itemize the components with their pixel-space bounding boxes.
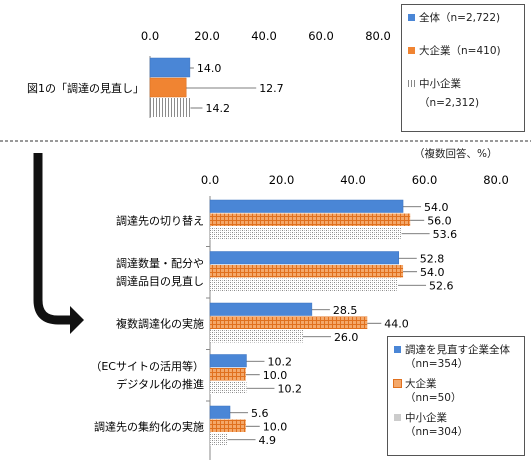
data-label: 12.7 [259, 82, 284, 95]
legend-label: 大企業 [405, 378, 437, 390]
data-label: 4.9 [259, 434, 277, 447]
legend-swatch-stripes [408, 80, 415, 87]
x-tick-label: 20.0 [194, 29, 220, 43]
legend-label: 大企業（n=410) [419, 45, 501, 57]
legend-sublabel: （nn=354） [405, 358, 469, 370]
category-label: デジタル化の推進 [116, 377, 204, 391]
legend-sublabel: （nn=50） [405, 392, 462, 404]
legend-item-large: 大企業 [393, 377, 518, 391]
bottom-legend: 調達を見直す企業全体 （nn=354） 大企業 （nn=50） 中小企業 （nn… [387, 336, 525, 456]
category-label: 調達先の切り替え [116, 213, 204, 227]
bar [210, 278, 399, 291]
data-label: 5.6 [251, 407, 269, 420]
x-tick-label: 60.0 [308, 29, 334, 43]
data-label: 52.8 [420, 252, 445, 265]
category-label: 調達数量・配分や [116, 256, 204, 270]
category-label: 調達先の集約化の実施 [94, 419, 204, 433]
data-label: 54.0 [424, 201, 449, 214]
bar [210, 368, 246, 381]
data-label: 14.2 [205, 102, 230, 115]
data-label: 10.0 [263, 369, 288, 382]
top-legend: 全体（n=2,722) 大企業（n=410) 中小企業 （n=2,312) [401, 4, 525, 132]
data-label: 10.0 [263, 420, 288, 433]
bar [209, 405, 231, 419]
x-tick-label: 80.0 [483, 173, 509, 187]
bar [210, 316, 368, 329]
bar [209, 302, 313, 316]
bar [209, 354, 247, 368]
x-tick-label: 0.0 [201, 173, 219, 187]
legend-label: 中小企業 [405, 412, 447, 424]
data-label: 10.2 [267, 355, 292, 368]
data-label: 28.5 [333, 304, 358, 317]
legend-label: 全体（n=2,722) [419, 12, 501, 24]
x-tick-label: 20.0 [269, 173, 295, 187]
bar [210, 227, 402, 240]
legend-swatch-solid [408, 47, 415, 54]
bar [209, 199, 404, 213]
category-label: 調達品目の見直し [116, 274, 204, 288]
legend-swatch-dots [394, 414, 401, 421]
flow-arrow-head [70, 306, 84, 334]
bar [210, 265, 404, 278]
data-label: 56.0 [427, 214, 452, 227]
x-tick-label: 60.0 [412, 173, 438, 187]
legend-swatch-solid [408, 14, 415, 21]
bar [149, 57, 191, 78]
category-label: （ECサイトの活用等） [90, 359, 204, 373]
data-label: 44.0 [384, 317, 409, 330]
bar [210, 330, 303, 343]
legend-item-sme: 中小企業 [394, 411, 518, 425]
bar [210, 213, 411, 226]
data-label: 52.6 [429, 279, 454, 292]
bar [150, 98, 191, 117]
data-label: 53.6 [433, 228, 458, 241]
legend-label: 調達を見直す企業全体 [405, 344, 510, 356]
x-tick-label: 40.0 [251, 29, 277, 43]
legend-label: 中小企業 [419, 78, 461, 90]
bar [209, 251, 400, 265]
x-tick-label: 40.0 [340, 173, 366, 187]
bar [210, 381, 247, 394]
data-label: 10.2 [277, 382, 302, 395]
data-label: 14.0 [197, 62, 222, 75]
legend-sublabel: （n=2,312) [419, 97, 480, 109]
legend-item-sme: 中小企業 [408, 77, 518, 91]
category-label: 複数調達化の実施 [116, 316, 204, 330]
bar [210, 419, 246, 432]
legend-swatch-solid [394, 346, 401, 353]
bar [210, 433, 228, 446]
bottom-chart: 0.0 20.0 40.0 60.0 80.0調達先の切り替え54.056.053.6調… [90, 173, 509, 460]
legend-item-large: 大企業（n=410) [408, 44, 518, 58]
top-chart: 0.0 20.0 40.0 60.0 80.0 図1の「調達の見直し」 14.0 12.7 14… [27, 29, 391, 118]
data-label: 54.0 [420, 266, 445, 279]
x-tick-label: 0.0 [141, 29, 159, 43]
data-label: 26.0 [334, 331, 359, 344]
legend-item-all: 全体（n=2,722) [408, 11, 518, 25]
x-tick-label: 80.0 [365, 29, 391, 43]
legend-item-all: 調達を見直す企業全体 [394, 343, 518, 357]
unit-note: （複数回答、%） [414, 148, 498, 160]
legend-swatch-grid [393, 379, 402, 388]
bar [149, 77, 187, 98]
flow-arrow [33, 153, 74, 325]
legend-sublabel: （nn=304） [405, 426, 469, 438]
category-label: 図1の「調達の見直し」 [27, 81, 144, 95]
